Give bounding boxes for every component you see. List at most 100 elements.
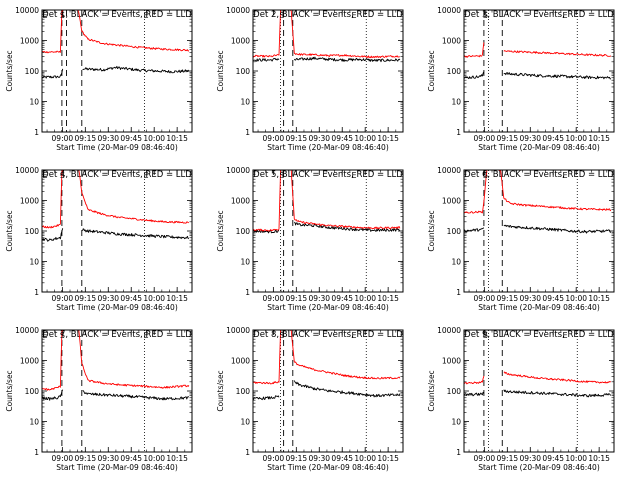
series-lld-line: [253, 170, 401, 232]
x-tick-label: 10:15: [166, 134, 188, 143]
series-lld-line: [253, 10, 400, 59]
marker-start: S: [60, 11, 65, 20]
plot-data: [253, 10, 401, 132]
y-tick-label: 10: [240, 98, 250, 107]
y-axis-label: Counts/sec: [427, 50, 436, 91]
series-events-line: [464, 389, 612, 398]
x-tick-label: 10:00: [565, 134, 587, 143]
y-tick-label: 1000: [231, 37, 250, 46]
plot-data: [253, 170, 401, 292]
plot-title: Det 6, BLACK = Events, RED = LLD: [464, 170, 614, 180]
marker-start: S: [280, 331, 285, 340]
panel-det-5: Det 5, BLACK = Events, RED = LLD 1 10 100 10…: [216, 166, 404, 312]
x-tick-label: 09:30: [308, 134, 330, 143]
x-tick-label: 09:15: [286, 294, 308, 303]
plot-title: Det 7, BLACK = Events, RED = LLD: [42, 330, 192, 340]
x-tick-label: 10:15: [377, 454, 399, 463]
y-tick-label: 10: [29, 258, 39, 267]
x-tick-label: 09:00: [52, 454, 74, 463]
plot-data: [464, 170, 612, 292]
marker-end: E: [42, 11, 47, 20]
y-tick-label: 1: [34, 448, 39, 457]
y-tick-label: 10000: [15, 6, 39, 15]
x-tick-label: 09:45: [120, 294, 142, 303]
y-tick-label: 10: [451, 98, 461, 107]
series-events-line: [464, 224, 612, 234]
marker-start: S: [60, 171, 65, 180]
x-tick-label: 09:15: [286, 134, 308, 143]
panel-det-2: Det 2, BLACK = Events, RED = LLD 1 10 100 10…: [216, 6, 404, 152]
plot-frame: [252, 329, 404, 453]
plot-frame: [463, 9, 615, 133]
x-tick-label: 09:15: [497, 134, 519, 143]
y-tick-label: 100: [236, 387, 251, 396]
y-tick-label: 1000: [20, 357, 39, 366]
plot-title: Det 4, BLACK = Events, RED = LLD: [42, 170, 192, 180]
series-events-line: [42, 228, 189, 242]
y-tick-label: 10: [29, 98, 39, 107]
x-tick-label: 09:00: [263, 134, 285, 143]
x-tick-label: 09:45: [542, 294, 564, 303]
y-tick-label: 100: [25, 227, 40, 236]
marker-end: E: [351, 11, 356, 20]
x-axis-label: Start Time (20-Mar-09 08:46:40): [478, 463, 600, 472]
y-tick-label: 1000: [442, 357, 461, 366]
x-tick-label: 09:30: [308, 294, 330, 303]
marker-end: E: [42, 171, 47, 180]
x-axis-label: Start Time (20-Mar-09 08:46:40): [478, 143, 600, 152]
x-tick-label: 10:00: [354, 134, 376, 143]
x-tick-label: 09:30: [519, 134, 541, 143]
series-events-line: [253, 221, 401, 234]
marker-end: E: [351, 171, 356, 180]
x-tick-label: 09:15: [497, 294, 519, 303]
plot-frame: [41, 329, 193, 453]
y-tick-label: 1: [456, 448, 461, 457]
y-tick-label: 10000: [226, 326, 250, 335]
x-axis-label: Start Time (20-Mar-09 08:46:40): [267, 303, 389, 312]
y-tick-label: 10: [29, 418, 39, 427]
y-tick-label: 1000: [231, 197, 250, 206]
y-axis-label: Counts/sec: [427, 210, 436, 251]
marker-start: S: [483, 331, 488, 340]
marker-end: E: [144, 171, 149, 180]
series-lld-line: [464, 371, 611, 385]
x-tick-label: 09:15: [286, 454, 308, 463]
y-tick-label: 100: [447, 387, 462, 396]
x-tick-label: 09:30: [519, 454, 541, 463]
y-tick-label: 1000: [442, 37, 461, 46]
x-tick-label: 09:45: [120, 134, 142, 143]
x-tick-label: 09:00: [52, 294, 74, 303]
series-lld-line: [42, 170, 189, 229]
y-axis-label: Counts/sec: [216, 210, 225, 251]
x-axis-label: Start Time (20-Mar-09 08:46:40): [478, 303, 600, 312]
series-lld-line: [464, 42, 612, 58]
marker-end: E: [562, 171, 567, 180]
series-events-line: [42, 65, 190, 79]
x-tick-label: 10:15: [588, 454, 610, 463]
y-axis-label: Counts/sec: [5, 210, 14, 251]
y-tick-label: 10000: [437, 326, 461, 335]
x-tick-label: 09:00: [263, 294, 285, 303]
x-tick-label: 10:15: [588, 134, 610, 143]
marker-start: S: [60, 331, 65, 340]
y-tick-label: 10000: [15, 326, 39, 335]
plot-frame: [252, 9, 404, 133]
y-axis-label: Counts/sec: [216, 50, 225, 91]
y-tick-label: 100: [25, 67, 40, 76]
y-tick-label: 10: [451, 418, 461, 427]
plot-title: Det 1, BLACK = Events, RED = LLD: [42, 10, 192, 20]
y-tick-label: 10000: [226, 166, 250, 175]
y-tick-label: 100: [25, 387, 40, 396]
series-lld-line: [42, 10, 190, 54]
series-events-line: [464, 71, 612, 80]
marker-start: S: [483, 11, 488, 20]
series-lld-line: [464, 170, 612, 214]
y-tick-label: 100: [447, 67, 462, 76]
panel-det-1: Det 1, BLACK = Events, RED = LLD 1 10 100 10…: [5, 6, 193, 152]
x-axis-label: Start Time (20-Mar-09 08:46:40): [267, 143, 389, 152]
plot-title: Det 9, BLACK = Events, RED = LLD: [464, 330, 614, 340]
marker-start: S: [280, 11, 285, 20]
x-tick-label: 10:15: [377, 134, 399, 143]
x-tick-label: 09:45: [542, 134, 564, 143]
